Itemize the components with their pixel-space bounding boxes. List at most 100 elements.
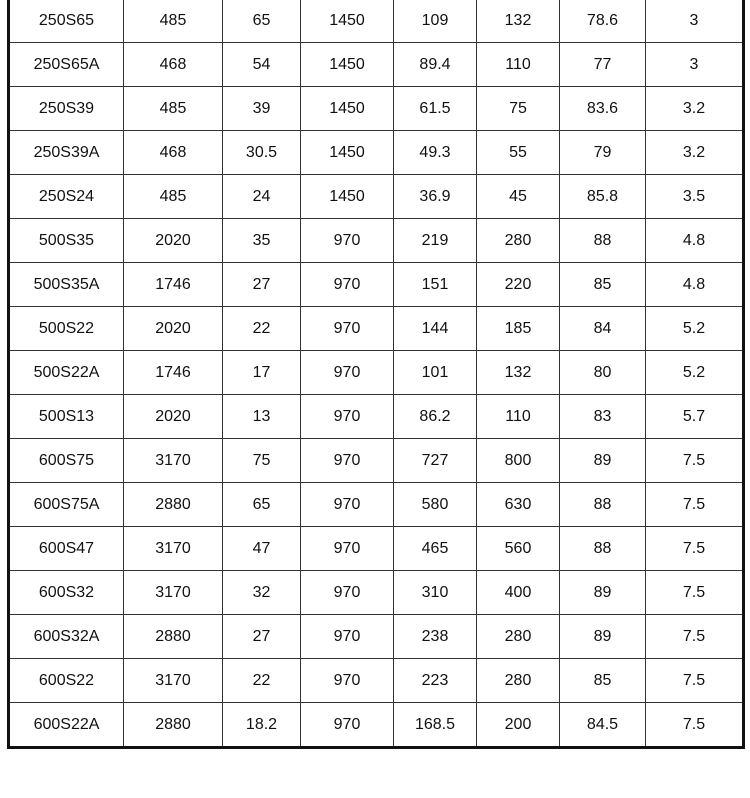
value-cell: 280 xyxy=(476,614,560,659)
value-cell: 970 xyxy=(300,438,394,483)
value-cell: 1450 xyxy=(300,0,394,43)
value-cell: 30.5 xyxy=(222,130,301,175)
value-cell: 85 xyxy=(559,658,646,703)
value-cell: 132 xyxy=(476,350,560,395)
value-cell: 7.5 xyxy=(645,702,744,748)
value-cell: 5.7 xyxy=(645,394,744,439)
value-cell: 47 xyxy=(222,526,301,571)
value-cell: 65 xyxy=(222,0,301,43)
model-cell: 250S65 xyxy=(8,0,124,43)
model-cell: 600S75A xyxy=(8,482,124,527)
value-cell: 1450 xyxy=(300,174,394,219)
value-cell: 2880 xyxy=(123,702,223,748)
value-cell: 2880 xyxy=(123,614,223,659)
value-cell: 310 xyxy=(393,570,477,615)
value-cell: 84 xyxy=(559,306,646,351)
value-cell: 54 xyxy=(222,42,301,87)
value-cell: 280 xyxy=(476,218,560,263)
table-row: 600S22 3170 22 970 223 280 85 7.5 xyxy=(8,658,744,703)
table-row: 600S75 3170 75 970 727 800 89 7.5 xyxy=(8,438,744,483)
value-cell: 36.9 xyxy=(393,174,477,219)
value-cell: 2020 xyxy=(123,306,223,351)
value-cell: 4.8 xyxy=(645,218,744,263)
value-cell: 970 xyxy=(300,614,394,659)
value-cell: 465 xyxy=(393,526,477,571)
table-row: 600S32 3170 32 970 310 400 89 7.5 xyxy=(8,570,744,615)
value-cell: 88 xyxy=(559,482,646,527)
value-cell: 3170 xyxy=(123,526,223,571)
value-cell: 88 xyxy=(559,218,646,263)
value-cell: 45 xyxy=(476,174,560,219)
value-cell: 2020 xyxy=(123,394,223,439)
model-cell: 250S39A xyxy=(8,130,124,175)
value-cell: 280 xyxy=(476,658,560,703)
value-cell: 35 xyxy=(222,218,301,263)
value-cell: 27 xyxy=(222,262,301,307)
value-cell: 61.5 xyxy=(393,86,477,131)
value-cell: 24 xyxy=(222,174,301,219)
value-cell: 3 xyxy=(645,0,744,43)
value-cell: 109 xyxy=(393,0,477,43)
value-cell: 7.5 xyxy=(645,614,744,659)
table-row: 600S47 3170 47 970 465 560 88 7.5 xyxy=(8,526,744,571)
value-cell: 3 xyxy=(645,42,744,87)
value-cell: 144 xyxy=(393,306,477,351)
value-cell: 4.8 xyxy=(645,262,744,307)
table-row: 600S32A 2880 27 970 238 280 89 7.5 xyxy=(8,614,744,659)
value-cell: 75 xyxy=(222,438,301,483)
value-cell: 970 xyxy=(300,394,394,439)
value-cell: 727 xyxy=(393,438,477,483)
value-cell: 49.3 xyxy=(393,130,477,175)
value-cell: 7.5 xyxy=(645,482,744,527)
value-cell: 13 xyxy=(222,394,301,439)
value-cell: 89.4 xyxy=(393,42,477,87)
value-cell: 83 xyxy=(559,394,646,439)
value-cell: 85.8 xyxy=(559,174,646,219)
pump-spec-table: 250S65 485 65 1450 109 132 78.6 3 250S65A 468 54 14… xyxy=(7,0,745,749)
value-cell: 22 xyxy=(222,306,301,351)
value-cell: 7.5 xyxy=(645,658,744,703)
model-cell: 600S22 xyxy=(8,658,124,703)
value-cell: 27 xyxy=(222,614,301,659)
table-row: 600S22A 2880 18.2 970 168.5 200 84.5 7.5 xyxy=(8,702,744,748)
value-cell: 970 xyxy=(300,218,394,263)
model-cell: 600S22A xyxy=(8,702,124,748)
value-cell: 468 xyxy=(123,42,223,87)
value-cell: 970 xyxy=(300,350,394,395)
value-cell: 22 xyxy=(222,658,301,703)
value-cell: 88 xyxy=(559,526,646,571)
value-cell: 84.5 xyxy=(559,702,646,748)
value-cell: 3.5 xyxy=(645,174,744,219)
model-cell: 250S39 xyxy=(8,86,124,131)
value-cell: 7.5 xyxy=(645,570,744,615)
table-row: 500S13 2020 13 970 86.2 110 83 5.7 xyxy=(8,394,744,439)
value-cell: 485 xyxy=(123,174,223,219)
value-cell: 80 xyxy=(559,350,646,395)
value-cell: 219 xyxy=(393,218,477,263)
value-cell: 168.5 xyxy=(393,702,477,748)
value-cell: 89 xyxy=(559,570,646,615)
value-cell: 151 xyxy=(393,262,477,307)
value-cell: 3.2 xyxy=(645,86,744,131)
value-cell: 17 xyxy=(222,350,301,395)
value-cell: 89 xyxy=(559,438,646,483)
value-cell: 970 xyxy=(300,262,394,307)
value-cell: 132 xyxy=(476,0,560,43)
value-cell: 1746 xyxy=(123,262,223,307)
model-cell: 600S47 xyxy=(8,526,124,571)
value-cell: 560 xyxy=(476,526,560,571)
model-cell: 600S32A xyxy=(8,614,124,659)
table-row: 500S35A 1746 27 970 151 220 85 4.8 xyxy=(8,262,744,307)
table-row: 500S22A 1746 17 970 101 132 80 5.2 xyxy=(8,350,744,395)
value-cell: 55 xyxy=(476,130,560,175)
value-cell: 32 xyxy=(222,570,301,615)
value-cell: 110 xyxy=(476,42,560,87)
table-row: 500S22 2020 22 970 144 185 84 5.2 xyxy=(8,306,744,351)
value-cell: 223 xyxy=(393,658,477,703)
value-cell: 79 xyxy=(559,130,646,175)
value-cell: 83.6 xyxy=(559,86,646,131)
value-cell: 3170 xyxy=(123,658,223,703)
value-cell: 200 xyxy=(476,702,560,748)
value-cell: 78.6 xyxy=(559,0,646,43)
value-cell: 185 xyxy=(476,306,560,351)
